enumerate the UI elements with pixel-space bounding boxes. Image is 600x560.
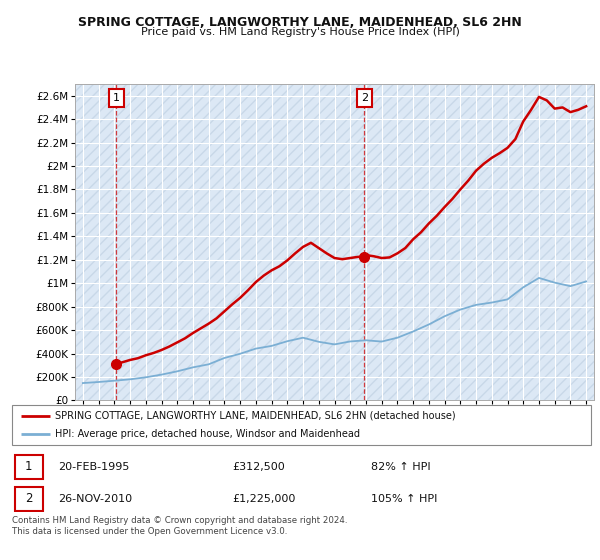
FancyBboxPatch shape — [15, 455, 43, 479]
Text: HPI: Average price, detached house, Windsor and Maidenhead: HPI: Average price, detached house, Wind… — [55, 430, 361, 439]
FancyBboxPatch shape — [12, 405, 591, 445]
Text: £1,225,000: £1,225,000 — [232, 493, 295, 503]
Text: 1: 1 — [113, 93, 120, 103]
Text: 1: 1 — [25, 460, 32, 473]
Text: 26-NOV-2010: 26-NOV-2010 — [58, 493, 133, 503]
Text: 105% ↑ HPI: 105% ↑ HPI — [371, 493, 437, 503]
Text: SPRING COTTAGE, LANGWORTHY LANE, MAIDENHEAD, SL6 2HN (detached house): SPRING COTTAGE, LANGWORTHY LANE, MAIDENH… — [55, 411, 456, 421]
Text: SPRING COTTAGE, LANGWORTHY LANE, MAIDENHEAD, SL6 2HN: SPRING COTTAGE, LANGWORTHY LANE, MAIDENH… — [78, 16, 522, 29]
Text: Contains HM Land Registry data © Crown copyright and database right 2024.
This d: Contains HM Land Registry data © Crown c… — [12, 516, 347, 536]
Text: £312,500: £312,500 — [232, 461, 285, 472]
Text: 20-FEB-1995: 20-FEB-1995 — [58, 461, 130, 472]
Text: 2: 2 — [361, 93, 368, 103]
Text: 82% ↑ HPI: 82% ↑ HPI — [371, 461, 431, 472]
Text: Price paid vs. HM Land Registry's House Price Index (HPI): Price paid vs. HM Land Registry's House … — [140, 27, 460, 37]
FancyBboxPatch shape — [15, 487, 43, 511]
Text: 2: 2 — [25, 492, 32, 505]
